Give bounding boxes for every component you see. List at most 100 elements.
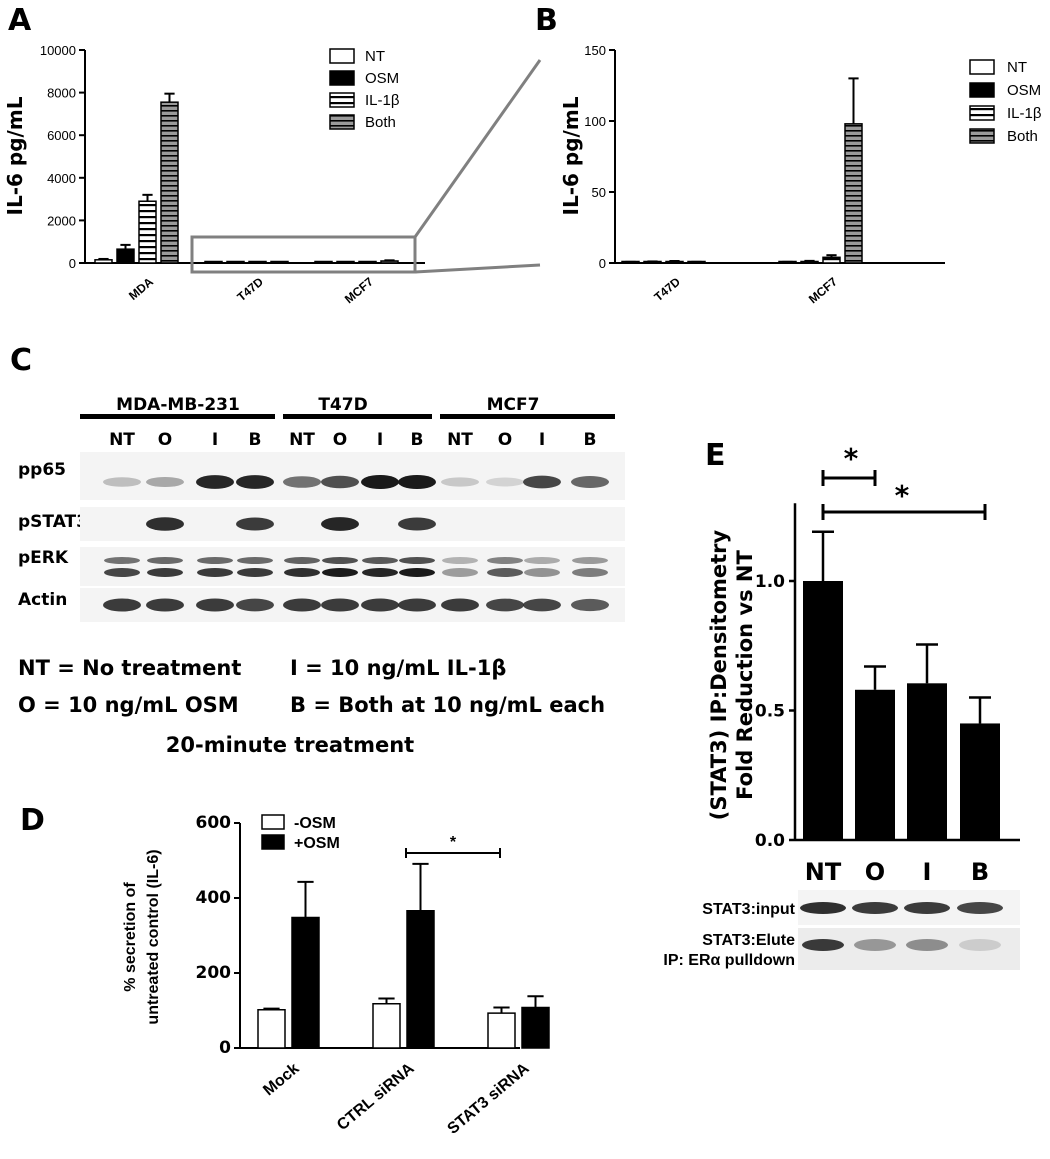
y-axis-title-line1: % secretion of xyxy=(122,882,139,992)
blot-band xyxy=(802,939,844,951)
blot-band xyxy=(800,902,846,914)
blot-strip xyxy=(80,547,625,586)
blot-band xyxy=(237,557,273,564)
blot-band xyxy=(959,939,1001,951)
x-category-label-NT: NT xyxy=(805,858,842,886)
blot-band xyxy=(524,557,560,564)
blot-band xyxy=(361,598,399,612)
legend-swatch-IL-1β xyxy=(969,105,995,121)
y-tick-label: 0.5 xyxy=(755,702,785,722)
blot-lane-label: I xyxy=(212,430,218,450)
blot-band xyxy=(486,598,524,612)
blot-e-row-sublabel: IP: ERα pulldown xyxy=(663,952,795,969)
blot-band xyxy=(572,557,608,564)
x-category-label: MCF7 xyxy=(342,274,376,306)
blot-band xyxy=(322,568,358,577)
blot-band xyxy=(196,598,234,612)
y-tick-label: 100 xyxy=(584,114,606,129)
blot-band xyxy=(146,476,184,488)
y-tick-label: 50 xyxy=(592,185,606,200)
legend-label-+OSM: +OSM xyxy=(294,835,340,852)
chart-a: 0 2000 4000 6000 8000 10000 MDA T47D MCF7 IL-6 pg… xyxy=(3,43,425,306)
bar-IL-1β-MDA xyxy=(138,200,157,264)
y-tick-label: 10000 xyxy=(40,43,76,58)
blot-band xyxy=(146,598,184,612)
bar-Both-MCF7 xyxy=(844,123,863,264)
blot-lane-label: B xyxy=(584,430,597,450)
y-tick-label: 4000 xyxy=(47,171,76,186)
panel-label-e: E xyxy=(705,438,726,473)
blot-row-label-pp65: pp65 xyxy=(18,460,66,480)
blot-band xyxy=(398,598,436,612)
blot-band xyxy=(524,568,560,577)
x-category-label: T47D xyxy=(234,274,266,304)
y-tick-label: 8000 xyxy=(47,86,76,101)
blot-row-label-pSTAT3: pSTAT3 xyxy=(18,512,88,532)
legend-c-line1-right: I = 10 ng/mL IL-1β xyxy=(290,656,506,680)
blot-band xyxy=(441,477,479,487)
blot-lane-label: O xyxy=(158,430,172,450)
legend-label-NT: NT xyxy=(365,48,385,65)
zoom-box xyxy=(190,235,417,274)
chart-e: 0.0 0.5 1.0 NT O I B (STAT3) IP:Densitometry Fol… xyxy=(707,442,1020,886)
blot-band xyxy=(398,517,436,531)
legend-c-line1-left: NT = No treatment xyxy=(18,656,241,680)
blot-band xyxy=(283,476,321,488)
blot-group-label: MCF7 xyxy=(487,395,540,415)
blot-band xyxy=(321,517,359,531)
legend-swatch-Both xyxy=(969,128,995,144)
legend-swatch-Both xyxy=(329,114,355,130)
blot-lane-label: B xyxy=(411,430,424,450)
legend-swatch-NT xyxy=(969,59,995,75)
blot-band xyxy=(104,568,140,577)
y-axis-title: IL-6 pg/mL xyxy=(559,96,583,215)
bar-NT xyxy=(803,581,843,840)
blot-lane-label: O xyxy=(333,430,347,450)
blot-band xyxy=(104,557,140,564)
blot-band xyxy=(441,598,479,612)
bar--OSM-STAT3 siRNA xyxy=(487,1012,516,1049)
legend-swatch--OSM xyxy=(261,814,285,830)
panel-label-d: D xyxy=(20,803,45,838)
y-tick-label: 2000 xyxy=(47,213,76,228)
legend-swatch-OSM xyxy=(969,82,995,98)
blot-band xyxy=(322,557,358,564)
legend-label-IL-1β: IL-1β xyxy=(365,92,400,109)
bar-+OSM-CTRL siRNA xyxy=(406,910,435,1049)
blot-band xyxy=(197,568,233,577)
blot-band xyxy=(103,477,141,487)
panel-label-b: B xyxy=(535,3,558,38)
y-tick-label: 150 xyxy=(584,43,606,58)
chart-d: 0 200 400 600 Mock CTRL siRNA STAT3 siRNA % sec… xyxy=(122,813,550,1138)
bar-+OSM-STAT3 siRNA xyxy=(521,1006,550,1049)
y-tick-label: 600 xyxy=(196,813,232,833)
x-category-label: Mock xyxy=(260,1060,302,1099)
legend-c-line2-right: B = Both at 10 ng/mL each xyxy=(290,693,605,717)
panel-label-a: A xyxy=(8,3,32,38)
y-tick-label: 0 xyxy=(599,256,606,271)
legend-swatch-NT xyxy=(329,48,355,64)
y-tick-label: 200 xyxy=(196,963,232,983)
blot-band xyxy=(523,475,561,489)
bar-Both-MDA xyxy=(160,101,179,264)
significance-star: * xyxy=(895,479,910,512)
blot-band xyxy=(854,939,896,951)
blot-lane-label: I xyxy=(539,430,545,450)
blot-lane-label: O xyxy=(498,430,512,450)
zoom-line-top xyxy=(413,59,542,238)
legend-c-footer: 20-minute treatment xyxy=(166,733,414,757)
blot-row-label-Actin: Actin xyxy=(18,590,67,610)
blot-band xyxy=(321,475,359,489)
legend-label-OSM: OSM xyxy=(1007,82,1041,99)
blot-band xyxy=(904,902,950,914)
blot-band xyxy=(362,557,398,564)
blot-band xyxy=(957,902,1003,914)
legend-label-IL-1β: IL-1β xyxy=(1007,105,1042,122)
blot-band xyxy=(237,568,273,577)
blot-lane-label: NT xyxy=(447,430,473,450)
blot-band xyxy=(442,568,478,577)
zoom-line-bottom xyxy=(414,263,541,274)
legend-swatch-OSM xyxy=(329,70,355,86)
blot-group-bar xyxy=(283,414,432,419)
bar-NT-MDA xyxy=(94,259,113,264)
